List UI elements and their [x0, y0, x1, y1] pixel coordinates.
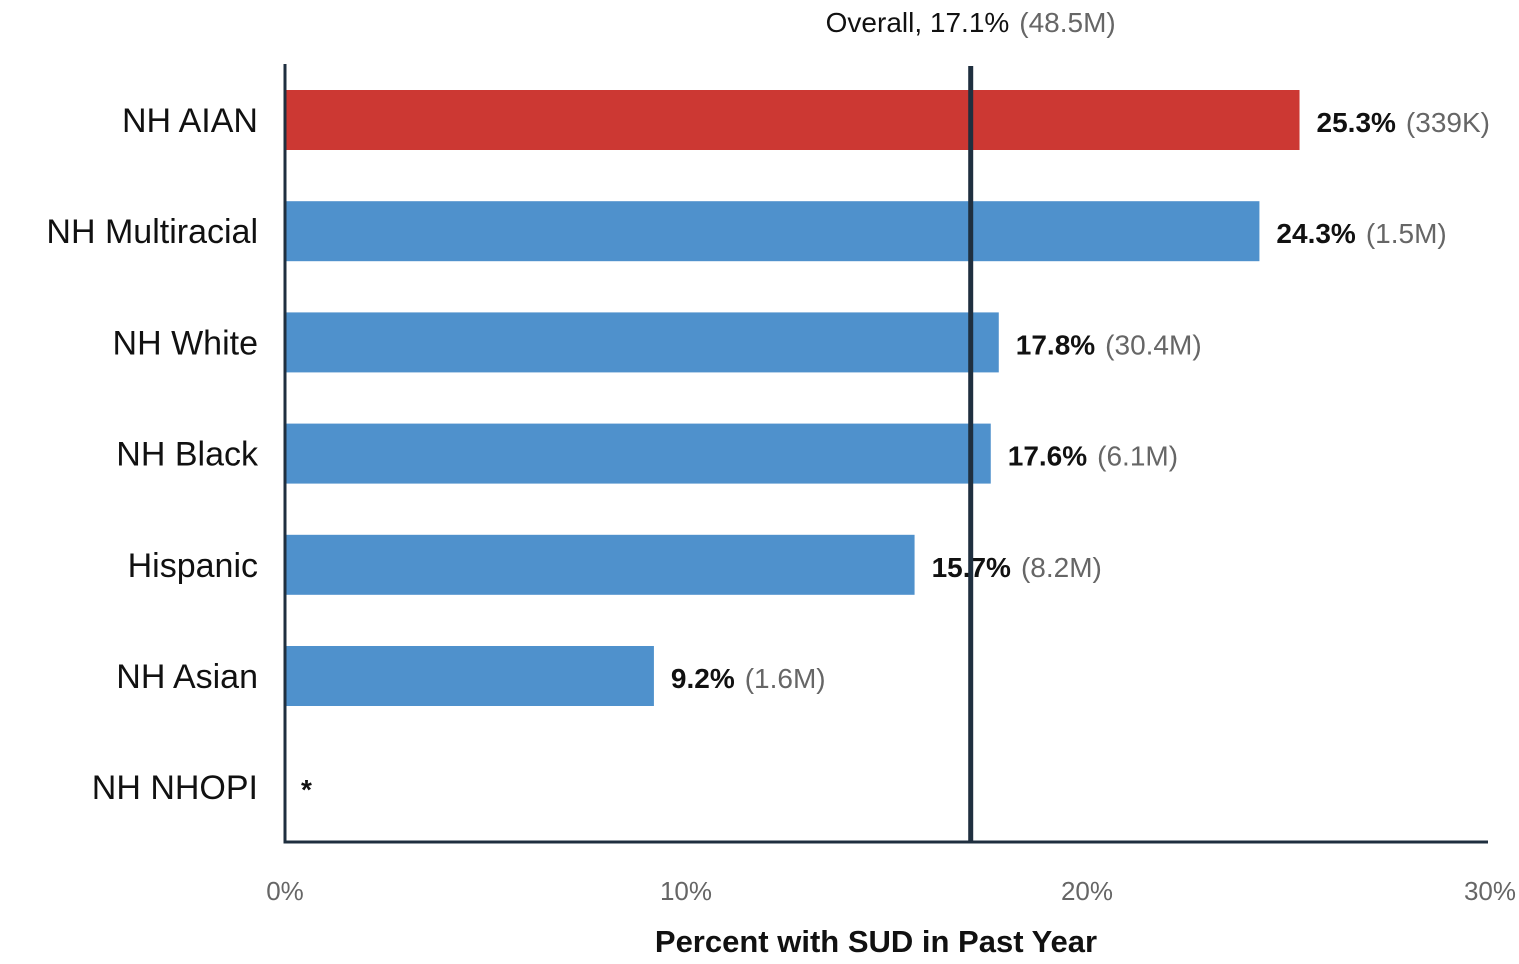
category-label: NH White	[113, 324, 258, 362]
x-tick-label: 10%	[660, 876, 712, 906]
category-label: NH Black	[116, 436, 259, 474]
count-label: (8.2M)	[1021, 552, 1102, 583]
bar	[285, 423, 991, 484]
bar	[285, 201, 1260, 262]
data-label: 9.2% (1.6M)	[671, 663, 826, 694]
count-label: (30.4M)	[1105, 329, 1201, 360]
data-label: 24.3% (1.5M)	[1276, 218, 1446, 249]
data-label: *	[301, 774, 312, 805]
value-label: 25.3%	[1317, 107, 1396, 138]
value-label: 17.8%	[1016, 329, 1095, 360]
labels-layer: NH AIAN 25.3% (339K) NH Multiracial 24.3% (1.…	[46, 7, 1516, 906]
data-label: 25.3% (339K)	[1317, 107, 1490, 138]
category-label: NH Asian	[116, 658, 258, 696]
category-label: NH NHOPI	[92, 769, 258, 807]
value-label: 9.2%	[671, 663, 735, 694]
bar	[285, 90, 1300, 150]
x-tick-label: 30%	[1464, 876, 1516, 906]
count-label: (1.5M)	[1366, 218, 1447, 249]
overall-label: Overall, 17.1%	[826, 7, 1010, 38]
axes-layer	[283, 64, 1488, 844]
data-label: 17.6% (6.1M)	[1008, 441, 1178, 472]
count-label: (1.6M)	[745, 663, 826, 694]
overall-count-label: (48.5M)	[1019, 7, 1115, 38]
category-label: Hispanic	[128, 547, 258, 585]
value-label: 17.6%	[1008, 441, 1087, 472]
overall-reference-label: Overall, 17.1% (48.5M)	[826, 7, 1116, 38]
count-label: (6.1M)	[1097, 441, 1178, 472]
bar	[285, 312, 999, 373]
bars-layer	[285, 90, 1300, 706]
data-label: 17.8% (30.4M)	[1016, 329, 1202, 360]
bar	[285, 646, 654, 706]
category-label: NH AIAN	[122, 102, 258, 140]
value-label: 24.3%	[1276, 218, 1355, 249]
x-axis-title: Percent with SUD in Past Year	[655, 924, 1097, 959]
count-label: (339K)	[1406, 107, 1490, 138]
value-label: *	[301, 774, 312, 805]
x-tick-label: 0%	[266, 876, 304, 906]
category-label: NH Multiracial	[46, 213, 258, 251]
data-label: 15.7%(8.2M)	[932, 552, 1102, 583]
bar	[285, 534, 915, 595]
x-tick-label: 20%	[1061, 876, 1113, 906]
